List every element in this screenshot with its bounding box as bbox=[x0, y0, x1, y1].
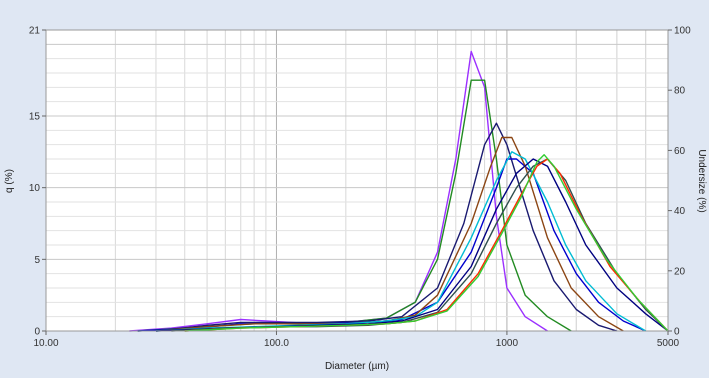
y2-tick-label: 60 bbox=[674, 146, 686, 157]
x-tick-label: 100.0 bbox=[264, 338, 289, 349]
y-axis-title: q (%) bbox=[4, 169, 15, 193]
plot-area bbox=[46, 30, 668, 331]
y-tick-label: 15 bbox=[29, 112, 41, 123]
x-axis-title: Diameter (µm) bbox=[325, 361, 389, 372]
y-tick-label: 21 bbox=[29, 26, 41, 37]
x-axis-ticks: 10.00 100.0 1000 5000 bbox=[33, 331, 680, 349]
y-tick-label: 5 bbox=[34, 255, 40, 266]
series-line bbox=[184, 154, 669, 332]
y2-tick-label: 0 bbox=[674, 327, 680, 338]
y-axis-ticks: 0 5 10 15 21 bbox=[29, 26, 46, 338]
series-line bbox=[155, 136, 624, 332]
y2-tick-label: 20 bbox=[674, 266, 686, 277]
x-tick-label: 10.00 bbox=[33, 338, 58, 349]
y-tick-label: 10 bbox=[29, 183, 41, 194]
plot-frame bbox=[45, 29, 669, 332]
y2-axis-ticks: 0 20 40 60 80 100 bbox=[668, 26, 691, 338]
y2-tick-label: 80 bbox=[674, 86, 686, 97]
x-tick-label: 1000 bbox=[496, 338, 519, 349]
y2-axis-title: Undersize (%) bbox=[696, 149, 707, 212]
y2-tick-label: 100 bbox=[674, 26, 691, 37]
grid-lines bbox=[45, 30, 669, 331]
y-tick-label: 0 bbox=[34, 327, 40, 338]
x-tick-label: 5000 bbox=[657, 338, 680, 349]
y2-tick-label: 40 bbox=[674, 206, 686, 217]
series-layer bbox=[129, 50, 669, 332]
series-line bbox=[155, 122, 618, 332]
series-line bbox=[155, 151, 647, 332]
